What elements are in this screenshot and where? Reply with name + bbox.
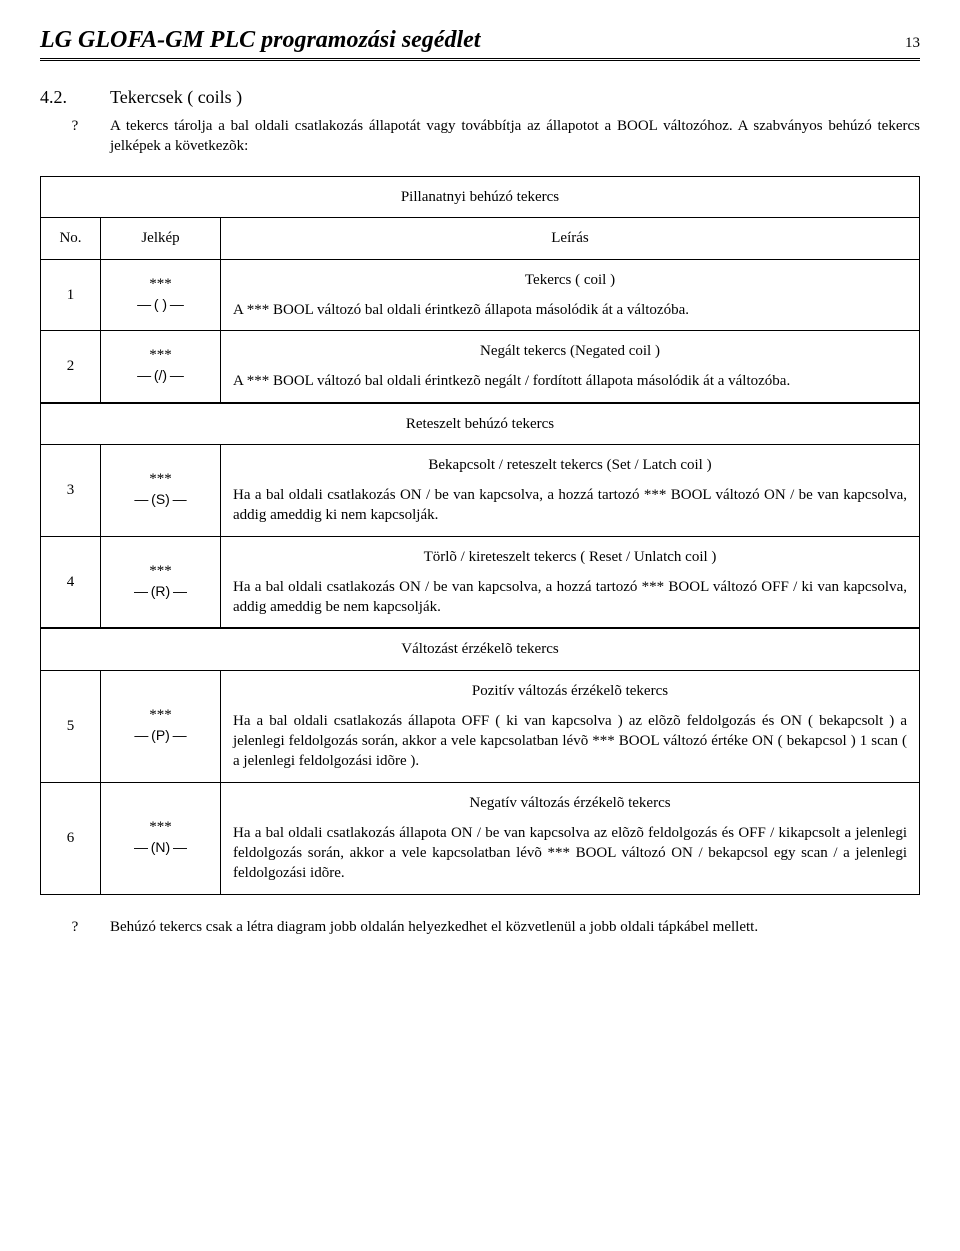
header-title: LG GLOFA-GM PLC programozási segédlet bbox=[40, 24, 480, 56]
coil-icon: — ( ) — bbox=[137, 296, 184, 312]
symbol-stars: *** bbox=[113, 469, 208, 490]
col-header-description: Leírás bbox=[221, 218, 920, 259]
symbol-stars: *** bbox=[113, 705, 208, 726]
cell-symbol: *** — ( ) — bbox=[101, 259, 221, 331]
cell-description: Pozitív változás érzékelõ tekercs Ha a b… bbox=[221, 670, 920, 782]
table-banner: Pillanatnyi behúzó tekercs bbox=[41, 177, 920, 218]
cell-description: Negált tekercs (Negated coil ) A *** BOO… bbox=[221, 331, 920, 403]
cell-symbol: *** — (/) — bbox=[101, 331, 221, 403]
cell-description: Tekercs ( coil ) A *** BOOL változó bal … bbox=[221, 259, 920, 331]
cell-no: 2 bbox=[41, 331, 101, 403]
cell-no: 1 bbox=[41, 259, 101, 331]
cell-symbol: *** — (N) — bbox=[101, 782, 221, 894]
cell-symbol: *** — (S) — bbox=[101, 444, 221, 536]
cell-description: Bekapcsolt / reteszelt tekercs (Set / La… bbox=[221, 444, 920, 536]
coils-table: Pillanatnyi behúzó tekercs No. Jelkép Le… bbox=[40, 176, 920, 895]
coil-icon: — (S) — bbox=[134, 491, 186, 507]
symbol-stars: *** bbox=[113, 274, 208, 295]
row-body: Ha a bal oldali csatlakozás ON / be van … bbox=[233, 577, 907, 618]
table-row: 6 *** — (N) — Negatív változás érzékelõ … bbox=[41, 782, 920, 894]
symbol-stars: *** bbox=[113, 817, 208, 838]
coil-icon: — (R) — bbox=[134, 583, 187, 599]
cell-no: 3 bbox=[41, 444, 101, 536]
section-heading: 4.2. Tekercsek ( coils ) bbox=[40, 85, 920, 109]
footer-text: Behúzó tekercs csak a létra diagram jobb… bbox=[110, 917, 920, 937]
row-title: Pozitív változás érzékelõ tekercs bbox=[233, 681, 907, 701]
footer-note: ? Behúzó tekercs csak a létra diagram jo… bbox=[40, 917, 920, 937]
page-number: 13 bbox=[905, 33, 920, 53]
row-body: Ha a bal oldali csatlakozás ON / be van … bbox=[233, 485, 907, 526]
col-header-no: No. bbox=[41, 218, 101, 259]
cell-symbol: *** — (P) — bbox=[101, 670, 221, 782]
table-row: 1 *** — ( ) — Tekercs ( coil ) A *** BOO… bbox=[41, 259, 920, 331]
table-row: 3 *** — (S) — Bekapcsolt / reteszelt tek… bbox=[41, 444, 920, 536]
question-mark-icon: ? bbox=[40, 917, 110, 937]
table-banner: Változást érzékelõ tekercs bbox=[41, 628, 920, 670]
intro-text: A tekercs tárolja a bal oldali csatlakoz… bbox=[110, 116, 920, 157]
row-title: Törlõ / kireteszelt tekercs ( Reset / Un… bbox=[233, 547, 907, 567]
cell-symbol: *** — (R) — bbox=[101, 536, 221, 628]
row-body: Ha a bal oldali csatlakozás állapota ON … bbox=[233, 823, 907, 884]
cell-no: 5 bbox=[41, 670, 101, 782]
table-banner: Reteszelt behúzó tekercs bbox=[41, 403, 920, 445]
coil-icon: — (N) — bbox=[134, 839, 187, 855]
section-intro: ? A tekercs tárolja a bal oldali csatlak… bbox=[40, 116, 920, 157]
row-body: A *** BOOL változó bal oldali érintkezõ … bbox=[233, 371, 907, 391]
question-mark-icon: ? bbox=[40, 116, 110, 157]
table-row: 2 *** — (/) — Negált tekercs (Negated co… bbox=[41, 331, 920, 403]
page-header: LG GLOFA-GM PLC programozási segédlet 13 bbox=[40, 24, 920, 61]
symbol-stars: *** bbox=[113, 345, 208, 366]
row-title: Bekapcsolt / reteszelt tekercs (Set / La… bbox=[233, 455, 907, 475]
col-header-symbol: Jelkép bbox=[101, 218, 221, 259]
section-title: Tekercsek ( coils ) bbox=[110, 85, 242, 109]
coil-icon: — (/) — bbox=[137, 367, 184, 383]
cell-no: 4 bbox=[41, 536, 101, 628]
cell-no: 6 bbox=[41, 782, 101, 894]
coil-icon: — (P) — bbox=[134, 727, 186, 743]
cell-description: Törlõ / kireteszelt tekercs ( Reset / Un… bbox=[221, 536, 920, 628]
cell-description: Negatív változás érzékelõ tekercs Ha a b… bbox=[221, 782, 920, 894]
row-title: Negatív változás érzékelõ tekercs bbox=[233, 793, 907, 813]
section-number: 4.2. bbox=[40, 85, 110, 109]
table-row: 5 *** — (P) — Pozitív változás érzékelõ … bbox=[41, 670, 920, 782]
row-title: Tekercs ( coil ) bbox=[233, 270, 907, 290]
row-title: Negált tekercs (Negated coil ) bbox=[233, 341, 907, 361]
row-body: A *** BOOL változó bal oldali érintkezõ … bbox=[233, 300, 907, 320]
table-row: 4 *** — (R) — Törlõ / kireteszelt tekerc… bbox=[41, 536, 920, 628]
symbol-stars: *** bbox=[113, 561, 208, 582]
row-body: Ha a bal oldali csatlakozás állapota OFF… bbox=[233, 711, 907, 772]
